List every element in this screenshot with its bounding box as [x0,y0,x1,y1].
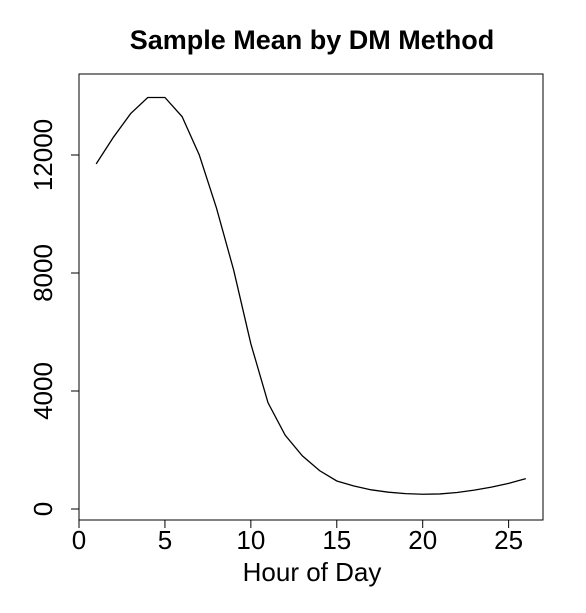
x-tick-label: 20 [408,525,437,555]
y-tick-label: 8000 [28,244,58,302]
x-tick-label: 10 [236,525,265,555]
y-tick-label: 12000 [28,119,58,191]
x-tick-label: 0 [72,525,86,555]
line [95,96,526,495]
chart-title: Sample Mean by DM Method [130,25,495,55]
x-axis-label: Hour of Day [243,557,382,587]
plot-box [78,73,544,521]
y-tick-label: 4000 [28,362,58,420]
x-tick-label: 25 [494,525,523,555]
y-tick-label: 0 [28,502,58,516]
x-tick-label: 15 [322,525,351,555]
x-tick-label: 5 [158,525,172,555]
